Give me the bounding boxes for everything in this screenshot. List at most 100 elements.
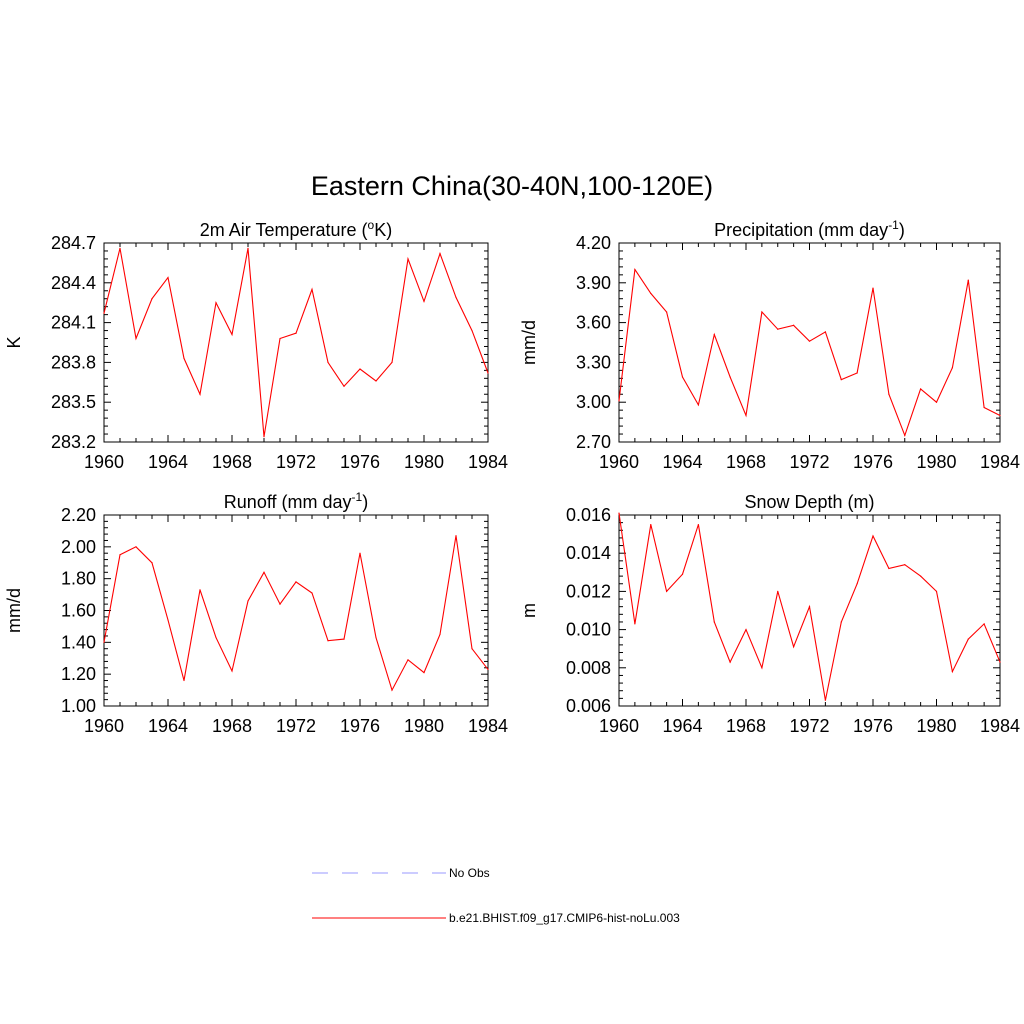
- data-point: [119, 554, 121, 556]
- data-point: [824, 699, 826, 701]
- data-point: [618, 400, 620, 402]
- data-point: [231, 670, 233, 672]
- data-point: [183, 357, 185, 360]
- panel-title-sup: -1: [352, 490, 363, 504]
- data-point: [729, 661, 731, 663]
- data-point: [856, 583, 858, 585]
- data-point: [777, 328, 779, 330]
- data-point: [697, 523, 699, 526]
- data-point: [103, 312, 105, 314]
- panel-title-text: Snow Depth (m): [744, 492, 874, 512]
- x-tick-label: 1984: [980, 452, 1020, 472]
- x-tick-label: 1972: [789, 716, 829, 736]
- data-point: [375, 636, 377, 639]
- x-tick-label: 1968: [726, 716, 766, 736]
- x-tick-label: 1984: [468, 716, 508, 736]
- y-tick-label: 283.5: [51, 392, 96, 412]
- data-point: [327, 361, 329, 363]
- data-point: [666, 311, 668, 313]
- data-point: [761, 311, 763, 313]
- data-point: [745, 414, 747, 417]
- data-point: [263, 436, 265, 438]
- data-point: [343, 638, 345, 640]
- x-tick-label: 1980: [404, 452, 444, 472]
- data-point: [935, 590, 938, 593]
- data-point: [872, 287, 874, 289]
- data-point: [840, 621, 842, 623]
- data-point: [951, 671, 953, 673]
- x-tick-label: 1960: [599, 716, 639, 736]
- data-point: [777, 590, 779, 593]
- data-point: [697, 404, 699, 406]
- data-point: [151, 298, 153, 300]
- x-tick-label: 1984: [980, 716, 1020, 736]
- data-point: [872, 535, 874, 537]
- data-point: [808, 340, 811, 342]
- data-point: [439, 633, 441, 635]
- y-tick-label: 0.014: [566, 543, 611, 563]
- data-point: [618, 512, 620, 514]
- x-tick-label: 1980: [916, 716, 956, 736]
- figure-title: Eastern China(30-40N,100-120E): [310, 171, 714, 201]
- y-tick-label: 0.012: [566, 581, 611, 601]
- x-tick-label: 1968: [212, 716, 252, 736]
- data-point: [920, 575, 922, 577]
- data-point: [215, 302, 217, 304]
- y-tick-label: 0.006: [566, 696, 611, 716]
- x-tick-label: 1972: [276, 452, 316, 472]
- data-point: [983, 623, 985, 625]
- data-point: [634, 268, 636, 271]
- data-point: [761, 667, 763, 669]
- data-point: [681, 376, 684, 378]
- data-point: [681, 573, 684, 575]
- data-point: [455, 296, 457, 298]
- data-point: [167, 619, 169, 621]
- data-point: [135, 337, 137, 340]
- data-point: [151, 562, 153, 564]
- data-point: [359, 552, 361, 554]
- series-line: [103, 535, 489, 692]
- chart-panel-4: Snow Depth (m) m 0.006 0.008 0.010 0.012 0.014…: [519, 492, 1020, 736]
- y-tick-label: 284.7: [51, 233, 96, 253]
- data-point: [920, 388, 922, 390]
- data-point: [247, 247, 249, 249]
- data-point: [295, 581, 297, 583]
- y-axis-label: mm/d: [519, 320, 539, 365]
- data-point: [471, 329, 473, 332]
- chart-panel-2: Precipitation (mm day-1) mm/d 2.70 3.00 3.30…: [519, 218, 1020, 472]
- data-point: [119, 247, 121, 249]
- data-point: [713, 621, 715, 623]
- data-point: [199, 393, 201, 395]
- panel-title: Snow Depth (m): [744, 492, 874, 512]
- data-point: [263, 571, 265, 573]
- x-tick-label: 1964: [148, 452, 188, 472]
- series-line: [618, 267, 1001, 438]
- panel-title-text: 2m Air Temperature (: [200, 220, 368, 240]
- data-point: [650, 292, 652, 295]
- x-tick-label: 1964: [662, 452, 702, 472]
- data-point: [167, 276, 169, 279]
- panel-title-sup: o: [368, 218, 375, 232]
- x-tick-label: 1960: [84, 716, 124, 736]
- data-point: [824, 331, 826, 333]
- data-point: [983, 406, 985, 409]
- data-point: [247, 600, 249, 602]
- legend: No Obs b.e21.BHIST.f09_g17.CMIP6-hist-noL…: [312, 866, 680, 925]
- data-point: [183, 679, 185, 682]
- data-point: [407, 659, 409, 661]
- x-tick-label: 1980: [916, 452, 956, 472]
- plot-frame: [618, 514, 1001, 707]
- x-tick-label: 1980: [404, 716, 444, 736]
- panel-title-text: Runoff (mm day: [224, 492, 352, 512]
- data-point: [455, 535, 457, 537]
- data-point: [199, 589, 201, 591]
- y-tick-label: 0.016: [566, 505, 611, 525]
- data-point: [967, 279, 969, 281]
- x-tick-label: 1968: [212, 452, 252, 472]
- data-point: [840, 379, 842, 381]
- panel-title-suffix: ): [362, 492, 368, 512]
- plot-frame: [103, 242, 489, 443]
- data-point: [935, 401, 938, 403]
